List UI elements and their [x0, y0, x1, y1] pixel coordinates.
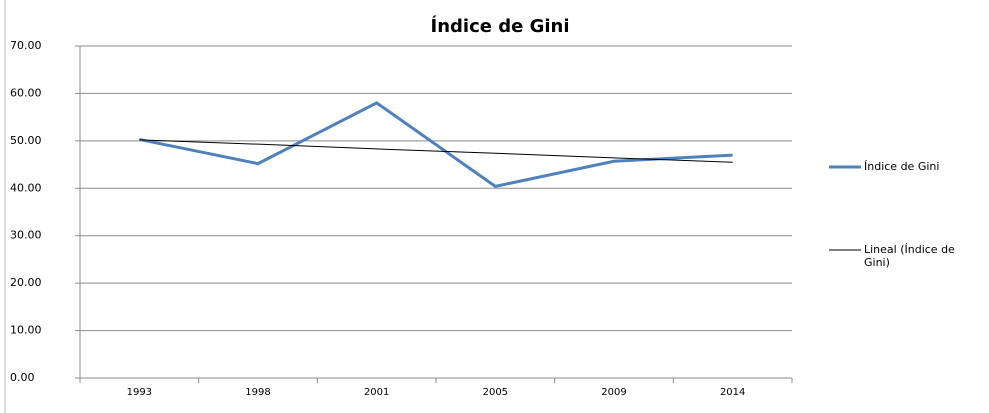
x-tick-label: 1998 — [245, 387, 270, 398]
y-tick-label: 30.00 — [10, 229, 42, 242]
y-tick-label: 10.00 — [10, 324, 42, 337]
x-tick-label: 2005 — [483, 387, 508, 398]
y-tick-label: 70.00 — [10, 39, 42, 52]
series-line — [139, 101, 733, 188]
y-tick-label: 50.00 — [10, 134, 42, 147]
chart-title: Índice de Gini — [431, 15, 570, 37]
x-tick-label: 2014 — [720, 387, 745, 398]
y-tick-label: 0.00 — [10, 371, 35, 384]
x-tick-label: 2009 — [601, 387, 626, 398]
y-tick-label: 40.00 — [10, 181, 42, 194]
x-tick-label: 1993 — [127, 387, 152, 398]
series-line — [139, 139, 733, 163]
x-tick-label: 2001 — [364, 387, 389, 398]
legend-label: Índice de Gini — [864, 160, 940, 173]
y-tick-label: 20.00 — [10, 276, 42, 289]
y-tick-label: 60.00 — [10, 86, 42, 99]
legend-label: Lineal (Índice de Gini) — [864, 243, 955, 269]
